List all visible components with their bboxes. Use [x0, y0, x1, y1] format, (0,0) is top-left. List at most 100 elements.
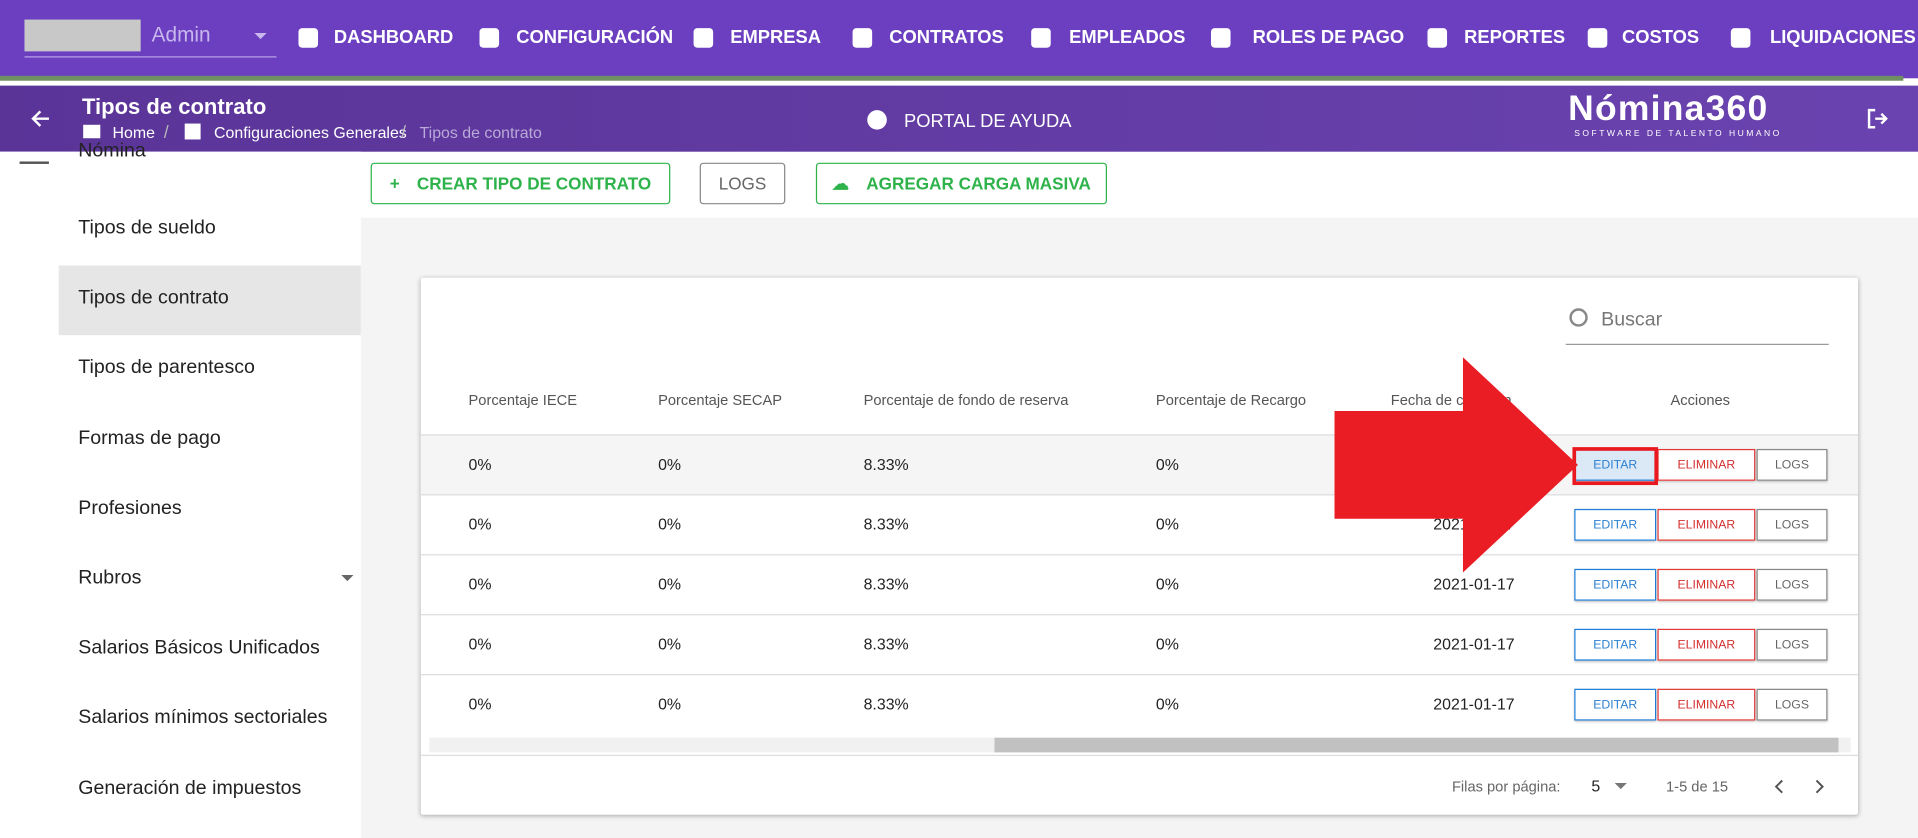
table-cell: 8.33% — [863, 694, 909, 714]
table-cell: 0% — [1155, 634, 1179, 654]
table-cell: 0% — [468, 634, 492, 654]
toolbar-button[interactable]: LOGS — [699, 162, 786, 205]
action-button[interactable]: ELIMINAR — [1657, 448, 1756, 481]
table-row — [420, 674, 1859, 735]
page-title: Tipos de contrato — [81, 94, 267, 119]
table-cell: 2021-01-17 — [1433, 574, 1515, 594]
expand-caret — [341, 574, 354, 587]
brand: Nómina360 — [1568, 89, 1769, 129]
action-button[interactable]: EDITAR — [1574, 508, 1657, 541]
nav-item[interactable]: ROLES DE PAGO — [1252, 26, 1405, 48]
table-cell: 0% — [658, 634, 682, 654]
breadcrumb[interactable]: Configuraciones Generales — [214, 123, 407, 142]
nav-item[interactable]: COSTOS — [1621, 26, 1700, 48]
nav-item[interactable]: DASHBOARD — [333, 26, 454, 48]
action-button[interactable]: EDITAR — [1574, 628, 1657, 661]
sidebar-item[interactable]: Tipos de parentesco — [78, 357, 255, 379]
separator: / — [163, 122, 169, 142]
table-cell: 2021-01-17 — [1433, 634, 1515, 654]
table-card — [420, 277, 1859, 815]
nav-item[interactable]: CONFIGURACIÓN — [516, 26, 674, 48]
table-row — [420, 614, 1859, 675]
toolbar-button[interactable]: + CREAR TIPO DE CONTRATO — [370, 162, 671, 205]
rows-select[interactable]: 5 — [1591, 776, 1601, 796]
logout-icon[interactable] — [1867, 108, 1889, 130]
nav-item[interactable]: CONTRATOS — [889, 26, 1004, 48]
sidebar-item[interactable]: Tipos de contrato — [78, 287, 229, 309]
help-icon — [867, 110, 887, 130]
action-button[interactable]: EDITAR — [1574, 448, 1657, 481]
rows-label: Filas por página: — [1451, 778, 1561, 796]
nav-item[interactable]: REPORTES — [1464, 26, 1566, 48]
nav-item[interactable]: EMPLEADOS — [1069, 26, 1186, 48]
page-range: 1-5 de 15 — [1666, 778, 1729, 796]
breadcrumb: Tipos de contrato — [419, 123, 542, 142]
table-cell: 8.33% — [863, 574, 909, 594]
back-icon[interactable] — [29, 108, 51, 130]
action-button[interactable]: ELIMINAR — [1657, 688, 1756, 721]
separator: / — [401, 122, 406, 142]
search-input[interactable]: Buscar — [1601, 309, 1663, 331]
sidebar-section[interactable]: Nómina — [78, 140, 146, 162]
sidebar-item[interactable]: Rubros — [78, 567, 142, 589]
nav-item[interactable]: EMPRESA — [730, 26, 822, 48]
nav-icon — [693, 28, 714, 48]
nav-icon — [1730, 28, 1751, 48]
sidebar-item[interactable]: Formas de pago — [78, 427, 221, 449]
table-cell: 0% — [658, 515, 682, 534]
search-underline — [1565, 343, 1829, 345]
table-cell: 0% — [658, 694, 682, 714]
nav-icon — [479, 28, 500, 48]
table-row — [420, 494, 1859, 555]
avatar-redacted — [24, 19, 141, 52]
action-button[interactable]: ELIMINAR — [1657, 508, 1756, 541]
table-cell: 0% — [1155, 455, 1179, 474]
action-button[interactable]: LOGS — [1756, 628, 1828, 661]
user-name[interactable]: Admin — [151, 23, 211, 47]
table-cell: 0% — [468, 574, 492, 594]
header-bar: Tipos de contrato Home / Configuraciones… — [0, 85, 1918, 152]
nav-icon — [852, 28, 873, 48]
table-cell: 0% — [1155, 694, 1179, 714]
list-icon — [19, 152, 49, 164]
action-button[interactable]: LOGS — [1756, 568, 1828, 601]
table-cell: 2021-01-17 — [1433, 694, 1515, 714]
nav-icon — [1210, 28, 1231, 48]
action-button[interactable]: EDITAR — [1574, 568, 1657, 601]
action-button[interactable]: EDITAR — [1574, 688, 1657, 721]
nav-item[interactable]: LIQUIDACIONES — [1769, 26, 1916, 48]
table-cell: 0% — [1155, 515, 1179, 534]
action-button[interactable]: LOGS — [1756, 508, 1828, 541]
action-button[interactable]: ELIMINAR — [1657, 628, 1756, 661]
sidebar-item[interactable]: Tipos de sueldo — [78, 217, 216, 239]
toolbar-button[interactable]: ☁ AGREGAR CARGA MASIVA — [815, 162, 1108, 205]
active-bg — [58, 265, 361, 336]
dropdown-caret — [254, 33, 267, 45]
highlight-box — [1572, 447, 1659, 486]
select-caret — [1614, 782, 1627, 795]
help-link[interactable]: PORTAL DE AYUDA — [903, 111, 1072, 133]
table-row — [420, 554, 1859, 615]
action-button[interactable]: LOGS — [1756, 448, 1828, 481]
sidebar-item[interactable]: Profesiones — [78, 497, 182, 519]
table-cell: 0% — [468, 694, 492, 714]
breadcrumb[interactable]: Home — [112, 123, 155, 142]
column-header: Porcentaje IECE — [468, 391, 578, 409]
table-cell: 8.33% — [863, 634, 909, 654]
action-button[interactable]: ELIMINAR — [1657, 568, 1756, 601]
sidebar-item[interactable]: Salarios Básicos Unificados — [78, 637, 320, 659]
table-cell: 0% — [1155, 574, 1179, 594]
action-button[interactable]: LOGS — [1756, 688, 1828, 721]
tagline: SOFTWARE DE TALENTO HUMANO — [1574, 129, 1782, 139]
table-cell: 0% — [658, 455, 682, 474]
nav-icon — [1031, 28, 1051, 48]
scrollbar-thumb[interactable] — [994, 737, 1839, 753]
nav-icon — [1427, 28, 1448, 48]
sidebar-item[interactable]: Generación de impuestos — [78, 777, 302, 799]
sidebar-item[interactable]: Salarios mínimos sectoriales — [78, 707, 328, 729]
pager[interactable] — [1770, 778, 1831, 795]
underline — [24, 56, 277, 58]
